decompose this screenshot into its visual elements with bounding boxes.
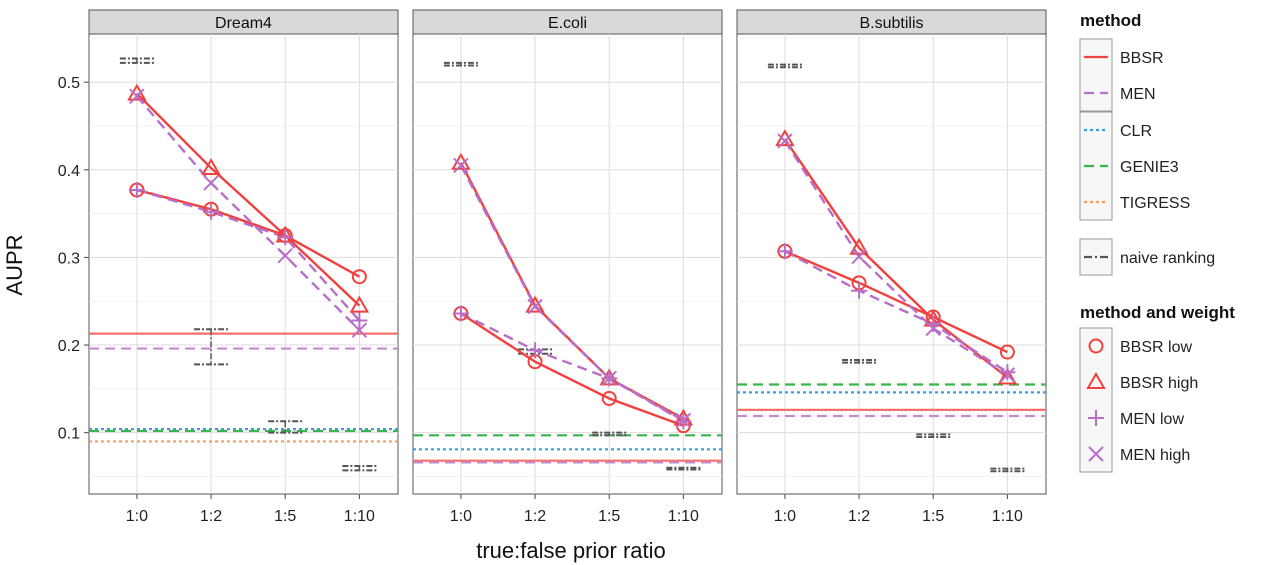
panel-grid	[737, 34, 1046, 494]
legend-label-weight: MEN low	[1120, 411, 1184, 428]
panel-title: B.subtilis	[859, 15, 923, 32]
x-tick-label: 1:2	[524, 508, 546, 525]
x-tick-label: 1:10	[344, 508, 375, 525]
point-men-low	[351, 312, 368, 329]
panel-grid	[413, 34, 722, 494]
legend-marker-triangle	[1086, 371, 1106, 389]
x-tick-label: 1:2	[848, 508, 870, 525]
point-bbsr-high	[525, 295, 545, 313]
panel-1: E.coli	[412, 9, 723, 495]
series-line-bbsr-low	[460, 312, 684, 427]
legend-key-box	[1079, 327, 1113, 473]
legend-label-tigress: TIGRESS	[1120, 195, 1190, 212]
x-tick-label: 1:5	[274, 508, 296, 525]
series-line-bbsr-high	[136, 92, 361, 307]
point-men-high	[203, 175, 219, 191]
legend-label-weight: BBSR low	[1120, 339, 1192, 356]
series-line-men-low	[784, 250, 1009, 374]
point-men-high	[999, 367, 1016, 383]
point-bbsr-high	[849, 237, 869, 255]
legend-label-weight: BBSR high	[1120, 375, 1198, 392]
series-line-men-low	[460, 312, 684, 423]
legend-label-naive: naive ranking	[1120, 250, 1215, 267]
panel-background	[412, 33, 723, 495]
point-bbsr-high	[997, 367, 1018, 385]
legend-marker-circle	[1088, 338, 1104, 354]
point-men-high	[453, 157, 469, 174]
panel-strip	[736, 9, 1047, 35]
point-men-low	[851, 282, 868, 299]
legend-label-genie3: GENIE3	[1120, 159, 1179, 176]
point-men-low	[203, 203, 220, 220]
point-bbsr-high	[201, 158, 221, 176]
point-men-high	[601, 370, 617, 387]
y-tick-label: 0.5	[58, 75, 80, 92]
series-line-bbsr-low	[784, 250, 1008, 354]
legend-key-box	[1079, 38, 1113, 112]
x-tick-label: 1:10	[992, 508, 1023, 525]
chart-panels: Dream4 E.coli B.subtilis	[88, 9, 1047, 495]
legend-marker-cross	[1088, 446, 1104, 462]
x-tick-label: 1:5	[598, 508, 620, 525]
legend-marker-plus	[1088, 410, 1104, 426]
panel-background	[736, 33, 1047, 495]
point-men-high	[351, 322, 368, 338]
legend: method method and weight BBSR MEN CLR GENIE…	[1079, 11, 1235, 473]
panel-background	[88, 33, 399, 495]
point-men-high	[675, 412, 692, 429]
point-men-high	[129, 88, 145, 104]
point-men-low	[999, 364, 1016, 381]
point-men-low	[128, 181, 145, 198]
point-bbsr-high	[349, 295, 370, 313]
point-men-high	[777, 133, 793, 149]
x-tick-label: 1:5	[922, 508, 944, 525]
point-men-high	[277, 247, 293, 264]
point-men-low	[277, 229, 294, 246]
legend-label-bbsr: BBSR	[1120, 50, 1164, 67]
legend-label-clr: CLR	[1120, 123, 1152, 140]
point-bbsr-low	[601, 390, 617, 406]
panel-grid	[89, 34, 398, 494]
series-line-men-low	[136, 188, 361, 322]
legend-weight-title: method and weight	[1080, 303, 1235, 322]
legend-label-men: MEN	[1120, 86, 1156, 103]
y-tick-label: 0.2	[58, 338, 80, 355]
legend-method-title: method	[1080, 11, 1141, 30]
point-men-low	[527, 342, 544, 359]
point-bbsr-low	[351, 269, 367, 285]
series-line-men-high	[783, 140, 1009, 376]
chart-axes: AUPR true:false prior ratio 1:0 1:2 1:5 1:1…	[2, 75, 1023, 563]
point-men-low	[452, 305, 469, 322]
panel-title: Dream4	[215, 15, 272, 32]
point-men-high	[925, 320, 941, 337]
series-line-men-high	[459, 164, 684, 422]
panel-title: E.coli	[548, 15, 587, 32]
panel-strip	[412, 9, 723, 35]
x-tick-label: 1:0	[126, 508, 148, 525]
x-tick-label: 1:0	[450, 508, 472, 525]
series-line-men-high	[135, 95, 361, 331]
legend-label-weight: MEN high	[1120, 447, 1190, 464]
y-tick-label: 0.1	[58, 426, 80, 443]
series-line-bbsr-low	[136, 188, 360, 278]
x-tick-label: 1:0	[774, 508, 796, 525]
point-men-high	[527, 298, 543, 315]
point-men-high	[851, 248, 867, 265]
point-bbsr-low	[999, 344, 1015, 360]
x-tick-label: 1:10	[668, 508, 699, 525]
panel-2: B.subtilis	[736, 9, 1047, 495]
y-tick-label: 0.3	[58, 250, 80, 267]
x-axis-label: true:false prior ratio	[476, 538, 666, 563]
y-tick-label: 0.4	[58, 163, 80, 180]
point-men-low	[776, 243, 793, 260]
x-tick-label: 1:2	[200, 508, 222, 525]
panel-0: Dream4	[88, 9, 399, 495]
panel-strip	[88, 9, 399, 35]
y-axis-label: AUPR	[2, 234, 27, 295]
